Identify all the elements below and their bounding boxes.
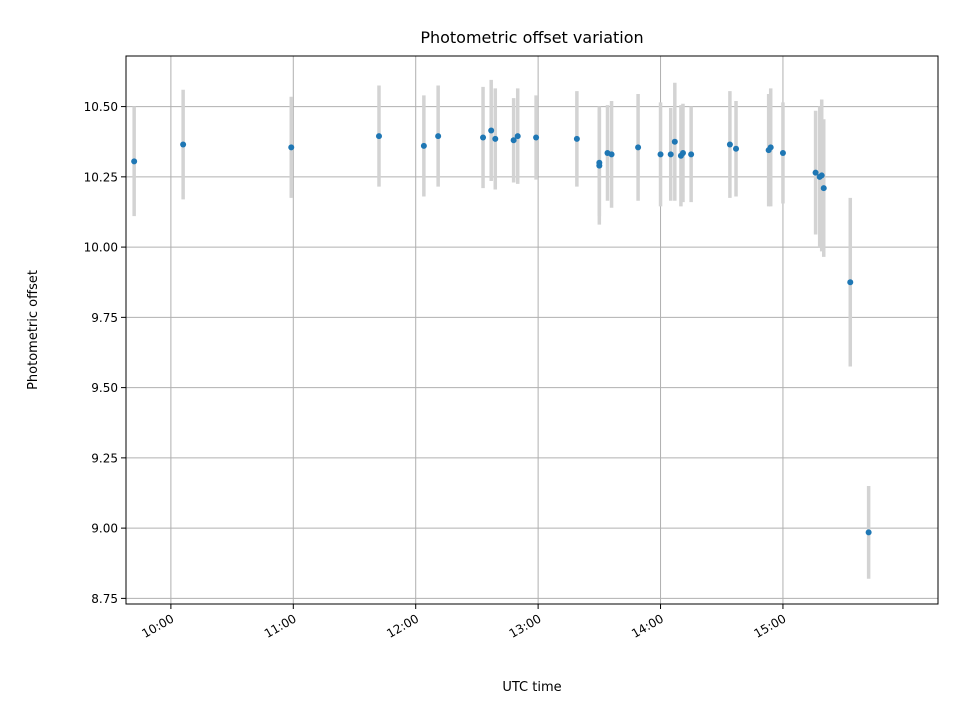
- data-point: [679, 149, 686, 156]
- data-point: [180, 141, 187, 148]
- y-tick-label: 9.75: [91, 311, 118, 325]
- data-point: [818, 172, 825, 179]
- data-point: [375, 133, 382, 140]
- data-point: [726, 141, 733, 148]
- y-tick-label: 9.00: [91, 522, 118, 536]
- data-point: [688, 151, 695, 158]
- data-point: [635, 144, 642, 151]
- x-tick-label: 12:00: [384, 611, 421, 640]
- error-bars: [132, 79, 871, 579]
- data-point: [492, 135, 499, 142]
- data-point: [779, 149, 786, 156]
- y-axis-label: Photometric offset: [26, 270, 41, 390]
- data-point: [865, 529, 872, 536]
- x-tick-label: 10:00: [139, 611, 176, 640]
- data-point: [657, 151, 664, 158]
- y-tick-label: 8.75: [91, 592, 118, 606]
- data-point: [435, 133, 442, 140]
- y-tick-label: 10.00: [84, 241, 118, 255]
- data-point: [812, 169, 819, 176]
- data-point: [480, 134, 487, 141]
- y-tick-label: 10.25: [84, 170, 118, 184]
- data-point: [514, 133, 521, 140]
- y-tick-label: 9.25: [91, 451, 118, 465]
- x-axis-label: UTC time: [502, 680, 561, 695]
- x-tick-label: 15:00: [751, 611, 788, 640]
- x-tick-label: 13:00: [507, 611, 544, 640]
- data-point: [847, 279, 854, 286]
- y-tick-label: 9.50: [91, 381, 118, 395]
- y-tick-label: 10.50: [84, 100, 118, 114]
- data-point: [671, 138, 678, 145]
- x-axis-ticks: 10:00 11:00 12:00 13:00 14:00 15:00: [139, 604, 788, 641]
- data-point: [767, 144, 774, 151]
- chart-title: Photometric offset variation: [420, 28, 643, 47]
- data-point: [488, 127, 495, 134]
- data-point: [596, 159, 603, 166]
- data-point: [420, 142, 427, 149]
- x-tick-label: 14:00: [629, 611, 666, 640]
- data-point: [608, 151, 615, 158]
- data-point: [533, 134, 540, 141]
- data-point: [510, 137, 517, 144]
- data-point: [573, 135, 580, 142]
- data-point: [131, 158, 138, 165]
- plot-frame: [125, 55, 939, 605]
- x-tick-label: 11:00: [262, 611, 299, 640]
- data-point: [288, 144, 295, 151]
- data-point: [733, 145, 740, 152]
- data-point: [820, 185, 827, 192]
- data-points: [131, 127, 872, 536]
- y-axis-ticks: 8.75 9.00 9.25 9.50 9.75 10.00 10.25 10.50: [84, 100, 126, 606]
- data-point: [667, 151, 674, 158]
